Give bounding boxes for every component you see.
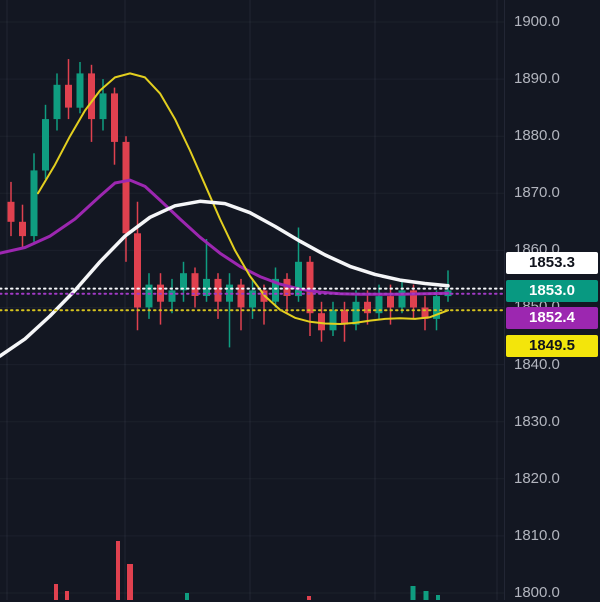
price-axis-tick: 1800.0 <box>514 584 560 601</box>
candle-body <box>226 284 233 302</box>
purple-ma-price-tag: 1852.4 <box>506 307 598 329</box>
candle-body <box>42 119 49 171</box>
candle-body <box>30 170 38 237</box>
price-axis-tick: 1880.0 <box>514 127 560 144</box>
candle-body <box>249 290 256 308</box>
candle-body <box>7 201 15 222</box>
candle-body <box>53 84 61 120</box>
lower-pane-bar <box>185 593 189 600</box>
candle-body <box>364 301 371 314</box>
candle-body <box>168 290 176 302</box>
candle-body <box>145 284 153 308</box>
candle-body <box>191 273 199 296</box>
last-price-tag: 1853.0 <box>506 280 598 302</box>
candle-body <box>180 273 187 291</box>
price-axis[interactable]: 1900.01890.01880.01870.01860.01850.01840… <box>504 0 600 601</box>
candle-body <box>272 278 279 302</box>
price-axis-tick: 1870.0 <box>514 184 560 201</box>
lower-pane-bar <box>423 591 429 600</box>
candle-body <box>398 290 406 308</box>
candle-body <box>318 313 325 331</box>
price-axis-tick: 1830.0 <box>514 413 560 430</box>
candle-body <box>421 307 429 319</box>
candle-body <box>433 296 440 319</box>
lower-pane-bar <box>65 591 69 600</box>
candle-body <box>283 278 291 296</box>
ma-line-white <box>0 199 450 358</box>
candle-body <box>76 73 84 108</box>
candle-body <box>111 93 118 142</box>
candle-body <box>375 296 383 314</box>
lower-pane-bar <box>307 596 311 600</box>
price-axis-tick: 1840.0 <box>514 356 560 373</box>
candle-body <box>410 290 417 308</box>
lower-pane-bar <box>116 541 120 600</box>
lower-pane-bar <box>54 584 58 600</box>
candle-body <box>134 233 141 308</box>
candle-body <box>306 261 314 314</box>
candle-body <box>203 278 210 296</box>
candle-body <box>352 301 360 325</box>
candle-body <box>341 310 348 325</box>
price-axis-tick: 1820.0 <box>514 470 560 487</box>
lower-pane-bar <box>410 586 416 600</box>
candle-body <box>65 84 72 108</box>
candle-body <box>88 73 95 120</box>
yellow-ma-price-tag: 1849.5 <box>506 335 598 357</box>
price-axis-tick: 1810.0 <box>514 527 560 544</box>
candle-body <box>387 296 394 308</box>
candle-body <box>214 278 222 302</box>
candle-body <box>19 221 26 237</box>
ma-line-yellow <box>37 72 449 325</box>
lower-pane-bar <box>436 595 440 600</box>
ma-line-purple <box>0 178 450 296</box>
candle-body <box>295 261 302 297</box>
candle-body <box>237 284 245 308</box>
white-ma-price-tag: 1853.3 <box>506 252 598 274</box>
price-axis-tick: 1900.0 <box>514 13 560 30</box>
candle-body <box>329 310 337 331</box>
candle-body <box>122 141 130 234</box>
lower-pane-bar <box>127 564 133 600</box>
candle-body <box>99 93 107 120</box>
price-axis-tick: 1890.0 <box>514 70 560 87</box>
